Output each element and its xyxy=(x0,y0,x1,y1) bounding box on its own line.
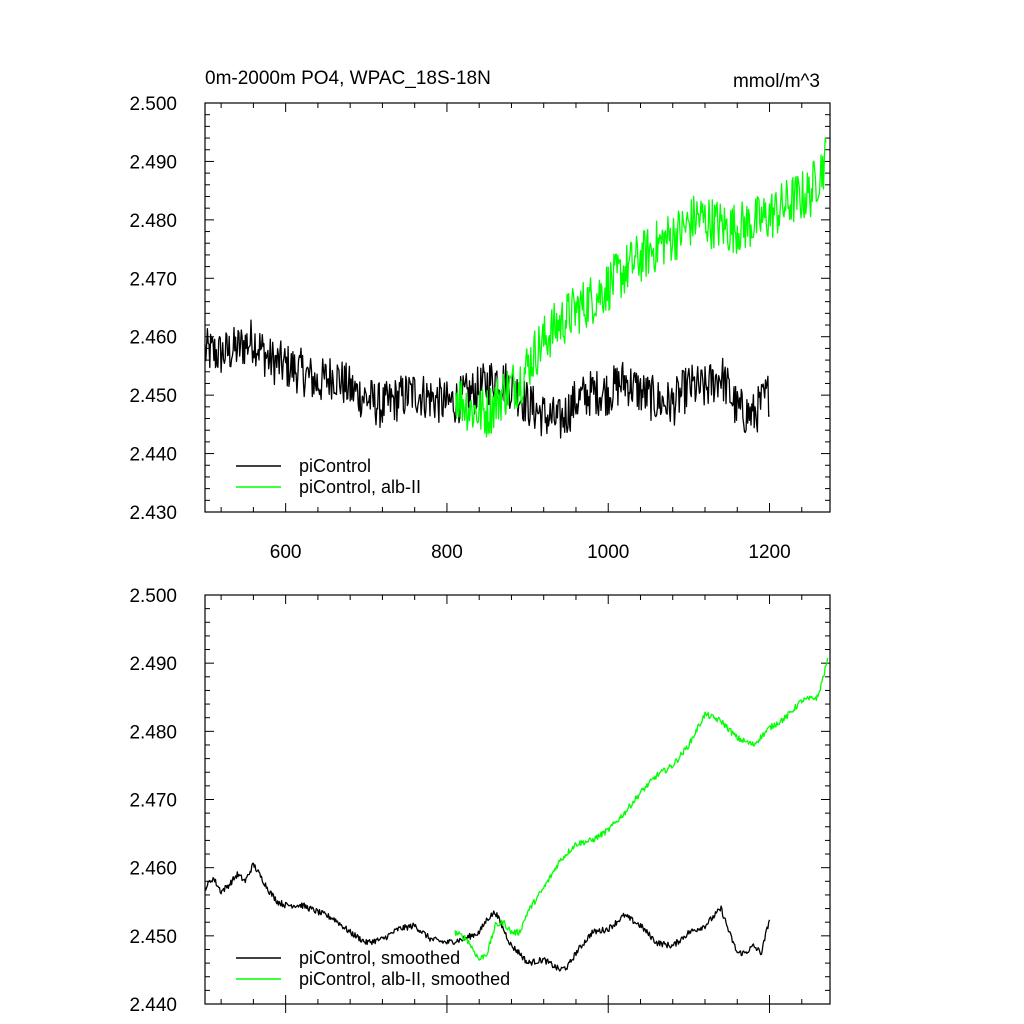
y-tick-label: 2.450 xyxy=(129,386,177,407)
y-tick-label: 2.450 xyxy=(129,927,177,948)
legend-label: piControl, smoothed xyxy=(299,948,460,968)
x-tick-label: 1200 xyxy=(748,542,790,563)
series-line-experiment xyxy=(454,657,829,961)
y-tick-label: 2.490 xyxy=(129,152,177,173)
y-tick-label: 2.480 xyxy=(129,211,177,232)
y-tick-label: 2.480 xyxy=(129,722,177,743)
y-tick-label: 2.470 xyxy=(129,791,177,812)
legend-label: piControl, alb-II xyxy=(299,477,421,497)
bottom-panel: 2.440 2.450 2.460 2.470 2.480 2.490 2.500 piCon… xyxy=(129,586,831,1016)
y-tick-label: 2.440 xyxy=(129,445,177,466)
legend-label: piControl, alb-II, smoothed xyxy=(299,969,510,989)
y-tick-label: 2.500 xyxy=(129,94,177,115)
y-tick-label: 2.440 xyxy=(129,995,177,1016)
y-tick-label: 2.470 xyxy=(129,269,177,290)
series-line-control xyxy=(204,862,771,972)
y-tick-label: 2.460 xyxy=(129,328,177,349)
plot-frame xyxy=(204,102,831,513)
x-tick-label: 800 xyxy=(431,542,463,563)
y-tick-label: 2.490 xyxy=(129,654,177,675)
legend-label: piControl xyxy=(299,456,371,476)
top-panel: 600 800 1000 1200 2.430 2.440 2.450 2.460 2.470 2… xyxy=(129,94,831,563)
y-tick-label: 2.500 xyxy=(129,586,177,607)
x-tick-label: 1000 xyxy=(587,542,629,563)
x-tick-label: 600 xyxy=(270,542,302,563)
chart-title: 0m-2000m PO4, WPAC_18S-18N xyxy=(205,68,491,89)
plot-frame xyxy=(204,594,831,1005)
series-line-control xyxy=(204,319,770,439)
unit-label: mmol/m^3 xyxy=(733,71,820,92)
y-tick-label: 2.430 xyxy=(129,503,177,524)
y-tick-label: 2.460 xyxy=(129,859,177,880)
series-line-experiment xyxy=(454,137,827,438)
